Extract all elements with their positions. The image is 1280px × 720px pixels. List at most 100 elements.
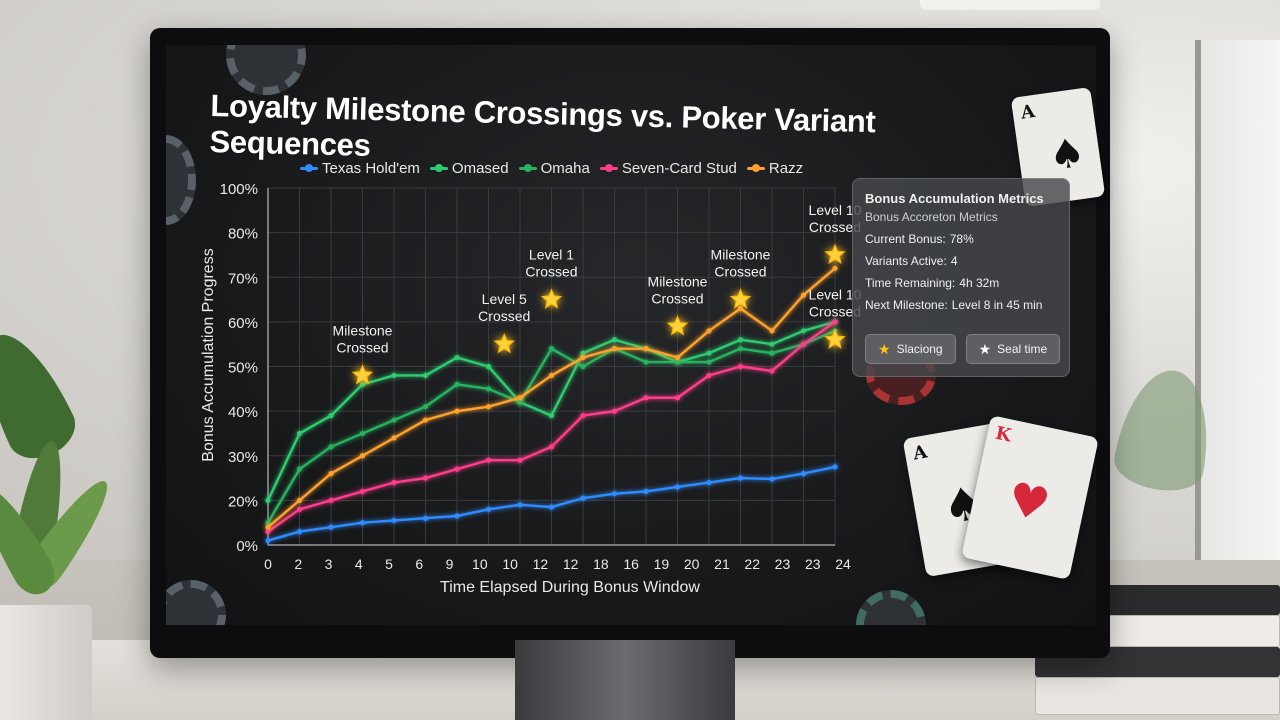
annotation-label: Level 1 [529,247,574,263]
x-tick-label: 23 [775,556,791,572]
data-point [706,328,712,334]
data-point [517,457,523,463]
x-tick-label: 6 [415,556,423,572]
metric-next-milestone: Next Milestone: Level 8 in 45 min [865,298,1043,312]
data-point [674,359,681,365]
data-point [800,471,807,477]
data-point [328,471,334,477]
data-point [328,497,334,503]
seal-time-button[interactable]: ★ Seal time [965,334,1061,364]
data-point [265,520,271,526]
data-point [580,412,586,419]
legend-swatch [746,164,765,172]
data-point [517,399,523,405]
data-point [769,476,775,482]
annotation-label: Crossed [336,339,388,355]
star-icon [540,288,563,309]
x-tick-label: 2 [294,556,302,572]
grid [267,187,836,546]
legend-label: Seven-Card Stud [621,160,737,177]
legend-label: Razz [768,160,804,177]
data-point [454,513,460,519]
series-razz [265,265,838,530]
data-point [422,515,429,521]
annotation-label: Crossed [651,290,703,306]
data-point [328,412,334,419]
legend-swatch [599,164,618,172]
data-point [359,520,366,526]
data-point [737,337,744,343]
data-point [548,444,555,450]
data-point [737,305,744,312]
x-tick-label: 24 [835,556,851,572]
chart-legend: Texas Hold'em Omased Omaha Seven-Card Stud R… [300,160,803,177]
data-point [328,524,334,530]
data-point [611,337,618,343]
x-tick-label: 21 [714,556,730,572]
window [1195,40,1280,560]
legend-item: Seven-Card Stud [599,160,737,177]
legend-swatch [300,164,318,172]
annotation-label: Crossed [809,304,861,320]
data-point [769,328,775,334]
data-point [391,517,397,524]
star-icon [666,314,689,336]
data-point [674,484,681,490]
star-icon [729,288,752,309]
x-tick-label: 19 [654,556,670,572]
x-tick-label: 3 [325,556,333,572]
data-point [296,529,303,535]
x-tick-label: 10 [472,556,488,572]
data-point [454,354,460,361]
data-point [548,504,555,510]
annotation-label: Milestone [648,273,708,289]
data-point [674,354,681,361]
data-point [580,350,586,356]
panel-subtitle: Bonus Accoreton Metrics [865,210,998,224]
x-tick-label: 12 [533,556,549,572]
x-tick-label: 4 [355,556,363,572]
y-tick-label: 30% [228,449,258,466]
data-point [674,395,681,401]
data-point [643,359,649,365]
data-point [296,506,303,512]
annotation-label: Crossed [809,219,861,235]
data-point [580,354,586,361]
annotation-label: Level 10 [809,287,862,303]
data-point [769,368,775,374]
slaciong-button[interactable]: ★ Slaciong [865,334,956,364]
data-point [580,495,586,501]
data-point [706,359,712,365]
y-tick-label: 50% [228,360,258,377]
ceiling-light [920,0,1100,10]
data-point [517,395,523,401]
annotation-label: Crossed [714,264,766,280]
data-point [391,372,397,379]
star-icon [351,364,374,385]
x-tick-label: 12 [563,556,579,572]
data-point [706,479,712,486]
data-point [800,328,807,334]
star-icon [824,243,846,265]
data-point [422,372,429,379]
data-point [485,457,492,463]
annotation-label: Milestone [711,247,771,263]
data-point [391,417,397,423]
data-point [485,404,492,410]
y-tick-label: 0% [236,538,258,555]
data-point [737,346,744,352]
monitor-stand [515,640,735,720]
data-point [832,319,838,325]
metric-current-bonus: Current Bonus: 78% [865,232,974,246]
data-point [454,381,460,387]
data-point [265,524,271,530]
x-tick-label: 20 [684,556,700,572]
x-axis-label: Time Elapsed During Bonus Window [440,579,700,596]
data-point [359,381,366,387]
annotation-label: Crossed [525,264,577,280]
data-point [454,408,460,414]
